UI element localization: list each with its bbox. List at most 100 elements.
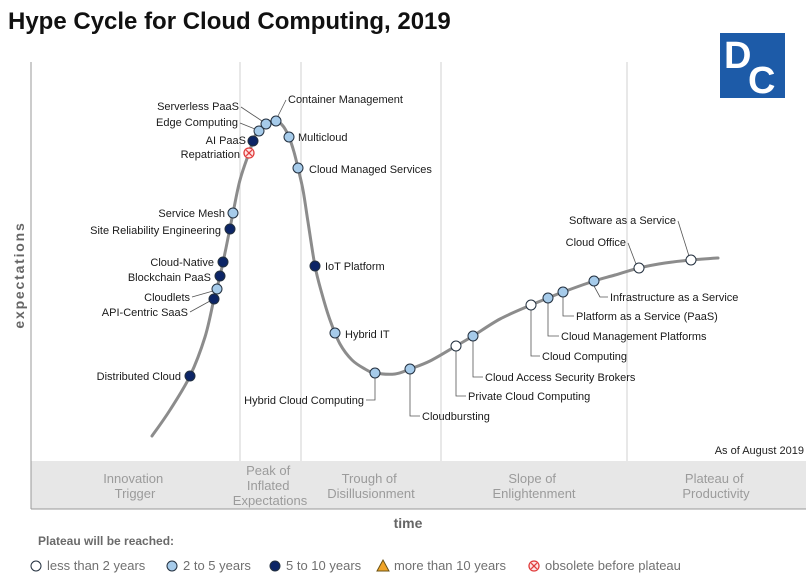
- tech-marker-distributed-cloud: [184, 370, 196, 382]
- circle-icon: [525, 299, 537, 311]
- tech-label-private-cloud-computing: Private Cloud Computing: [468, 391, 590, 403]
- tech-label-cloudlets: Cloudlets: [144, 292, 190, 304]
- phase-label-slope: Slope of Enlightenment: [492, 471, 575, 501]
- tech-marker-infrastructure-as-a-service: [588, 275, 600, 287]
- tech-leader-line-cloudlets: [191, 290, 214, 298]
- technology-item-repatriation: Repatriation: [181, 147, 255, 161]
- tech-label-iot-platform: IoT Platform: [325, 261, 385, 273]
- tech-marker-cloudbursting: [404, 363, 416, 375]
- tech-marker-hybrid-it: [329, 327, 341, 339]
- chart-title: Hype Cycle for Cloud Computing, 2019: [8, 8, 451, 35]
- legend-title: Plateau will be reached:: [38, 534, 174, 548]
- circle-icon: [184, 370, 196, 382]
- circle-icon: [214, 270, 226, 282]
- technology-item-cloudbursting: Cloudbursting: [404, 363, 490, 423]
- circle-icon: [369, 367, 381, 379]
- y-axis-label: expectations: [11, 221, 27, 328]
- tech-marker-service-mesh: [227, 207, 239, 219]
- logo-letter-c: C: [748, 60, 775, 102]
- tech-marker-repatriation: [243, 147, 255, 159]
- tech-label-distributed-cloud: Distributed Cloud: [97, 371, 181, 383]
- phase-label-line: Productivity: [682, 486, 750, 501]
- phase-label-innovation-trigger: Innovation Trigger: [103, 471, 167, 501]
- technology-item-serverless-paas: Serverless PaaS: [157, 101, 272, 130]
- technology-item-private-cloud-computing: Private Cloud Computing: [450, 340, 590, 403]
- circle-icon: [292, 162, 304, 174]
- legend-item-obsolete-before-plateau: obsolete before plateau: [528, 558, 681, 573]
- tech-marker-private-cloud-computing: [450, 340, 462, 352]
- circle-icon: [253, 125, 265, 137]
- tech-label-service-mesh: Service Mesh: [158, 208, 225, 220]
- technology-item-software-as-a-service: Software as a Service: [569, 215, 697, 266]
- x-stroke: [530, 562, 538, 570]
- legend-marker: [30, 560, 42, 572]
- circle-icon: [224, 223, 236, 235]
- logo-letter-d: D: [724, 35, 751, 77]
- tech-marker-edge-computing: [253, 125, 265, 137]
- tech-leader-line-software-as-a-service: [677, 220, 690, 257]
- tech-leader-line-cloud-access-security-brokers: [472, 341, 483, 378]
- technology-item-hybrid-cloud-computing: Hybrid Cloud Computing: [244, 367, 381, 407]
- technology-item-blockchain-paas: Blockchain PaaS: [128, 270, 226, 284]
- tech-marker-blockchain-paas: [214, 270, 226, 282]
- tech-marker-hybrid-cloud-computing: [369, 367, 381, 379]
- tech-label-cloud-office: Cloud Office: [566, 237, 626, 249]
- circle-icon: [283, 131, 295, 143]
- tech-leader-line-infrastructure-as-a-service: [593, 285, 608, 298]
- tech-leader-line-serverless-paas: [240, 106, 263, 122]
- legend-label: less than 2 years: [47, 558, 146, 573]
- logo: D C: [720, 33, 785, 102]
- tech-label-infrastructure-as-a-service: Infrastructure as a Service: [610, 292, 738, 304]
- legend-item-more-than-10-years: more than 10 years: [376, 558, 507, 573]
- tech-marker-site-reliability-engineering: [224, 223, 236, 235]
- x-axis-label: time: [394, 515, 423, 531]
- legend-item-5-to-10-years: 5 to 10 years: [269, 558, 362, 573]
- tech-label-site-reliability-engineering: Site Reliability Engineering: [90, 225, 221, 237]
- legend-label: 2 to 5 years: [183, 558, 251, 573]
- technology-item-platform-as-a-service-paas: Platform as a Service (PaaS): [557, 286, 718, 323]
- circle-icon: [166, 560, 178, 572]
- tech-marker-software-as-a-service: [685, 254, 697, 266]
- circle-icon: [542, 292, 554, 304]
- tech-marker-cloud-managed-services: [292, 162, 304, 174]
- circle-icon: [329, 327, 341, 339]
- tech-leader-line-platform-as-a-service-paas: [562, 297, 574, 317]
- technology-item-service-mesh: Service Mesh: [158, 207, 239, 220]
- tech-label-cloud-computing: Cloud Computing: [542, 351, 627, 363]
- circle-icon: [404, 363, 416, 375]
- circle-icon: [211, 283, 223, 295]
- legend-marker: [166, 560, 178, 572]
- tech-leader-line-edge-computing: [239, 122, 256, 130]
- phase-label-line: Disillusionment: [327, 486, 415, 501]
- tech-label-cloud-native: Cloud-Native: [150, 257, 214, 269]
- technology-item-container-management: Container Management: [270, 94, 403, 127]
- phase-label-line: Trough of: [342, 471, 398, 486]
- technology-item-api-centric-saas: API-Centric SaaS: [102, 293, 220, 319]
- circle-icon: [208, 293, 220, 305]
- circle-icon: [217, 256, 229, 268]
- technology-item-cloud-native: Cloud-Native: [150, 256, 229, 269]
- phase-label-line: Enlightenment: [492, 486, 575, 501]
- legend-label: 5 to 10 years: [286, 558, 362, 573]
- tech-label-repatriation: Repatriation: [181, 149, 240, 161]
- circle-icon: [557, 286, 569, 298]
- tech-label-platform-as-a-service-paas: Platform as a Service (PaaS): [576, 311, 718, 323]
- phase-label-trough: Trough of Disillusionment: [327, 471, 415, 501]
- phase-label-line: Inflated: [247, 478, 290, 493]
- tech-marker-multicloud: [283, 131, 295, 143]
- logo-box: [720, 33, 785, 98]
- phase-label-line: Expectations: [233, 493, 308, 508]
- phase-labels: Innovation Trigger Peak of Inflated Expe…: [103, 463, 750, 508]
- tech-leader-line-container-management: [277, 99, 287, 117]
- technology-item-cloud-office: Cloud Office: [566, 237, 645, 274]
- tech-leader-line-cloud-management-platforms: [547, 303, 559, 337]
- technology-item-edge-computing: Edge Computing: [156, 117, 265, 137]
- tech-leader-line-hybrid-cloud-computing: [366, 378, 376, 401]
- circle-icon: [227, 207, 239, 219]
- as-of-note: As of August 2019: [715, 445, 804, 457]
- tech-leader-line-cloud-office: [627, 242, 637, 265]
- circle-icon: [309, 260, 321, 272]
- circle-icon: [30, 560, 42, 572]
- circle-icon: [685, 254, 697, 266]
- tech-leader-line-private-cloud-computing: [455, 351, 466, 397]
